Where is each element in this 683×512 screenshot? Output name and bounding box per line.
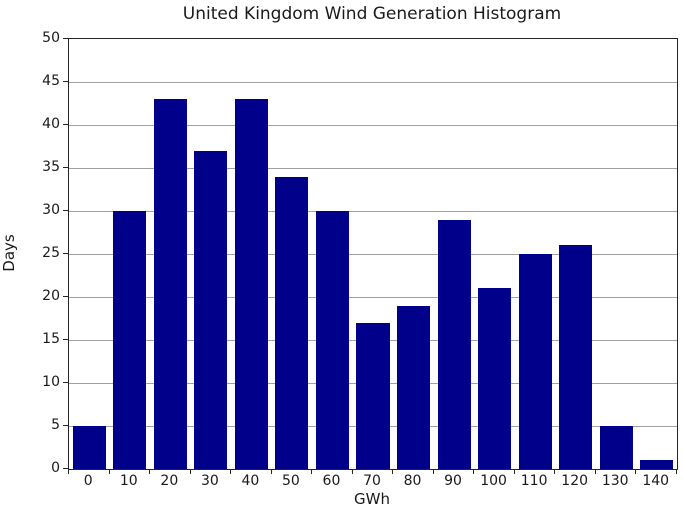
histogram-bar-10gwh xyxy=(113,211,147,469)
gridline-y-20 xyxy=(69,296,677,298)
x-tick-label-80: 80 xyxy=(403,473,422,489)
y-tick-mark-50 xyxy=(63,37,68,39)
y-tick-label-0: 0 xyxy=(51,460,60,476)
x-tick-mark-8 xyxy=(392,469,394,474)
histogram-bar-140gwh xyxy=(640,460,674,469)
histogram-bar-80gwh xyxy=(397,305,431,469)
x-tick-mark-1 xyxy=(108,469,110,474)
y-tick-mark-5 xyxy=(63,424,68,426)
y-tick-label-35: 35 xyxy=(42,159,60,175)
x-tick-mark-13 xyxy=(594,469,596,474)
y-tick-mark-30 xyxy=(63,209,68,211)
x-tick-label-0: 0 xyxy=(83,473,93,489)
x-tick-mark-14 xyxy=(635,469,637,474)
x-tick-label-120: 120 xyxy=(561,473,589,489)
y-tick-label-30: 30 xyxy=(42,202,60,218)
y-tick-mark-35 xyxy=(63,166,68,168)
histogram-bar-100gwh xyxy=(478,288,512,469)
x-tick-mark-4 xyxy=(230,469,232,474)
y-tick-label-20: 20 xyxy=(42,288,60,304)
x-tick-label-130: 130 xyxy=(601,473,629,489)
x-tick-label-100: 100 xyxy=(480,473,507,489)
y-tick-label-15: 15 xyxy=(42,331,60,347)
gridline-y-35 xyxy=(69,167,677,169)
x-tick-mark-15 xyxy=(676,469,677,474)
x-tick-mark-5 xyxy=(270,469,272,474)
x-tick-label-50: 50 xyxy=(282,473,300,489)
x-tick-mark-2 xyxy=(149,469,151,474)
x-tick-label-70: 70 xyxy=(363,473,381,489)
x-tick-mark-10 xyxy=(473,469,475,474)
histogram-bar-110gwh xyxy=(518,254,552,469)
gridline-y-45 xyxy=(69,81,677,83)
histogram-bar-130gwh xyxy=(599,426,633,469)
y-tick-label-40: 40 xyxy=(42,116,60,132)
x-tick-label-60: 60 xyxy=(322,473,341,489)
y-tick-mark-20 xyxy=(63,295,68,297)
chart-title: United Kingdom Wind Generation Histogram xyxy=(182,4,562,24)
x-tick-label-90: 90 xyxy=(444,473,462,489)
y-tick-label-25: 25 xyxy=(42,245,60,261)
y-tick-mark-0 xyxy=(63,467,68,469)
histogram-bar-120gwh xyxy=(559,245,593,469)
histogram-bar-50gwh xyxy=(275,176,309,469)
y-tick-mark-10 xyxy=(63,381,68,383)
x-tick-mark-3 xyxy=(189,469,191,474)
x-tick-mark-0 xyxy=(68,469,69,474)
histogram-bar-60gwh xyxy=(315,211,349,469)
y-tick-label-50: 50 xyxy=(42,30,60,46)
x-tick-mark-9 xyxy=(432,469,434,474)
x-tick-mark-6 xyxy=(311,469,313,474)
plot-area xyxy=(68,38,678,470)
x-tick-label-110: 110 xyxy=(520,473,548,489)
histogram-bar-20gwh xyxy=(153,99,187,469)
y-tick-label-5: 5 xyxy=(51,417,60,433)
histogram-bar-0gwh xyxy=(72,426,106,469)
y-tick-label-10: 10 xyxy=(42,374,60,390)
gridline-y-30 xyxy=(69,210,677,212)
y-tick-mark-15 xyxy=(63,338,68,340)
histogram-bar-40gwh xyxy=(234,99,268,469)
x-tick-mark-12 xyxy=(554,469,556,474)
y-tick-mark-25 xyxy=(63,252,68,254)
x-tick-label-140: 140 xyxy=(642,473,670,489)
x-axis-label: GWh xyxy=(354,490,390,508)
y-tick-mark-40 xyxy=(63,123,68,125)
y-tick-label-45: 45 xyxy=(42,73,60,89)
gridline-y-25 xyxy=(69,253,677,255)
x-tick-label-30: 30 xyxy=(200,473,219,489)
histogram-bar-70gwh xyxy=(356,322,390,469)
gridline-y-40 xyxy=(69,124,677,126)
x-tick-label-10: 10 xyxy=(119,473,138,489)
histogram-bar-90gwh xyxy=(437,219,471,469)
x-tick-label-20: 20 xyxy=(160,473,179,489)
x-tick-label-40: 40 xyxy=(241,473,260,489)
histogram-bar-30gwh xyxy=(194,150,228,469)
x-tick-mark-7 xyxy=(351,469,353,474)
y-tick-mark-45 xyxy=(63,80,68,82)
x-tick-mark-11 xyxy=(513,469,515,474)
